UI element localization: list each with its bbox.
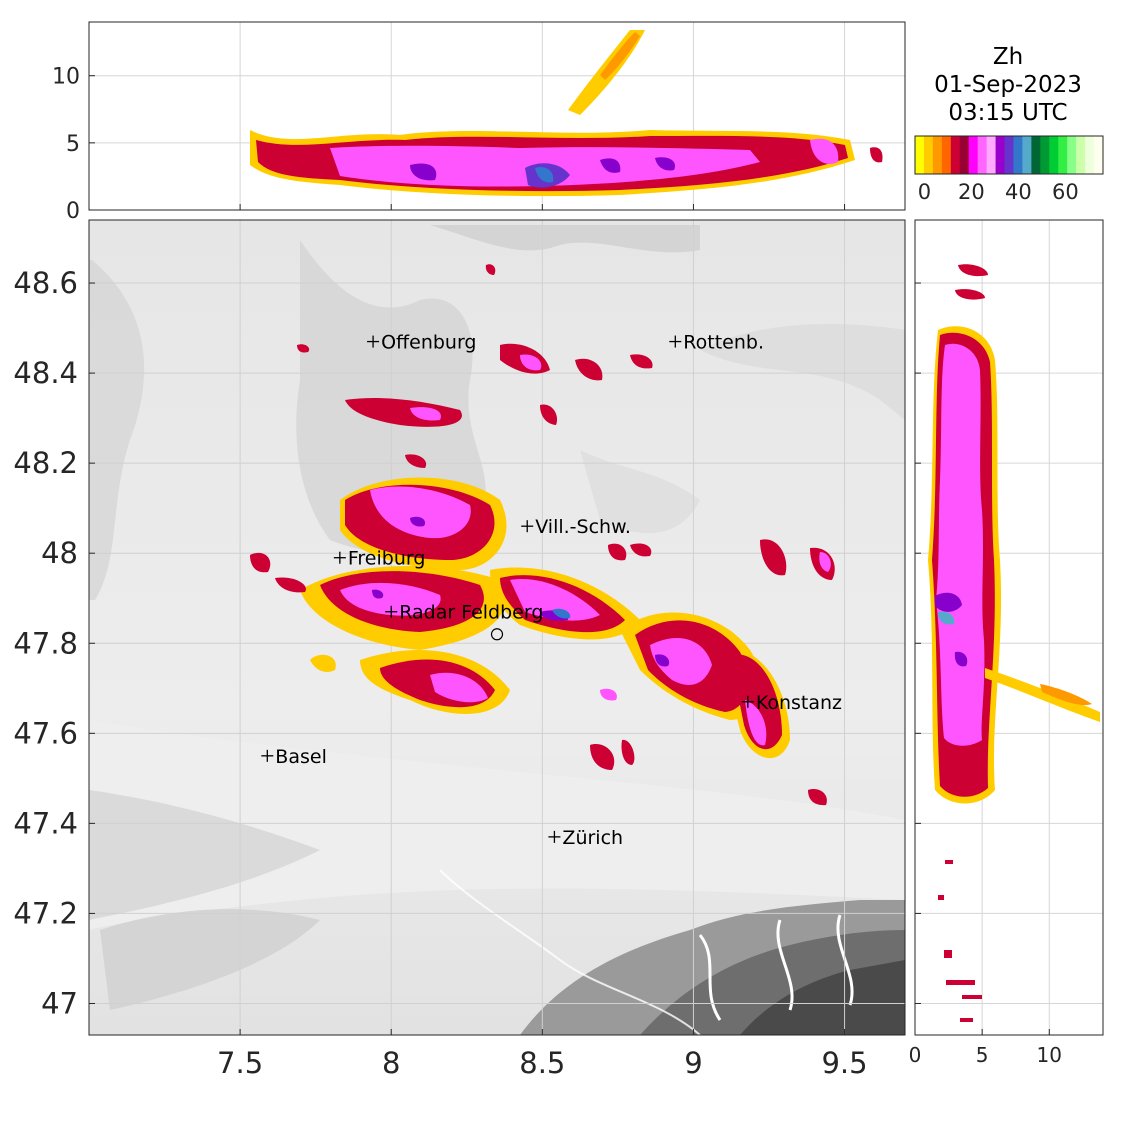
colorbar-swatch xyxy=(1031,136,1041,174)
y-tick-label: 48.4 xyxy=(13,356,78,390)
colorbar-swatch xyxy=(968,136,979,174)
y-tick-label: 47.6 xyxy=(13,716,78,750)
right-cross-section-panel: 0 5 10 xyxy=(909,219,1104,1067)
city-label: Zürich xyxy=(562,827,623,849)
colorbar-tick-label: 0 xyxy=(918,180,931,204)
echo-magenta xyxy=(340,354,831,746)
title-block: Zh 01-Sep-2023 03:15 UTC xyxy=(934,44,1082,126)
city-marker: Rottenb. xyxy=(669,332,764,354)
main-map-ticks: 7.5 8 8.5 9 9.5 48.6 48.4 48.2 48 47.8 47.6 47.4 47.… xyxy=(13,266,867,1080)
x-tick-label: 8.5 xyxy=(519,1046,565,1080)
top-y-tick-label: 5 xyxy=(66,132,80,157)
y-tick-label: 47.2 xyxy=(13,896,78,930)
x-tick-label: 8 xyxy=(382,1046,400,1080)
city-label: Konstanz xyxy=(756,692,842,714)
colorbar-swatch xyxy=(1094,136,1104,174)
city-marker: Konstanz xyxy=(741,692,842,714)
colorbar-swatch xyxy=(986,136,997,174)
colorbar-swatch xyxy=(932,136,943,174)
right-panel-frame xyxy=(914,219,1104,1036)
colorbar-swatch xyxy=(1013,136,1023,174)
colorbar-swatch xyxy=(941,136,952,174)
colorbar-tick-label: 20 xyxy=(958,180,985,204)
y-tick-label: 48.2 xyxy=(13,446,78,480)
city-label: Vill.-Schw. xyxy=(535,516,631,538)
colorbar-swatch xyxy=(1004,136,1014,174)
top-panel-echoes xyxy=(250,30,883,197)
colorbar-swatch xyxy=(1022,136,1032,174)
y-tick-label: 47 xyxy=(41,986,78,1020)
radar-site-marker xyxy=(490,628,504,641)
top-panel-frame xyxy=(88,21,906,211)
top-panel-ticks: 0 5 10 xyxy=(52,65,846,224)
radar-echoes xyxy=(250,264,835,806)
city-label: Rottenb. xyxy=(683,332,764,354)
y-tick-label: 48 xyxy=(41,536,78,570)
top-y-tick-label: 10 xyxy=(52,65,80,90)
main-map-panel: Offenburg Rottenb. Vill.-Schw. Freiburg Rada… xyxy=(13,219,906,1080)
right-panel-echoes xyxy=(928,264,1100,1022)
city-marker: Vill.-Schw. xyxy=(521,516,631,538)
colorbar-tick-label: 40 xyxy=(1005,180,1032,204)
city-marker: Offenburg xyxy=(367,332,477,354)
colorbar-tick-label: 60 xyxy=(1052,180,1079,204)
x-tick-label: 9.5 xyxy=(821,1046,867,1080)
colorbar-tick-labels: 0 20 40 60 xyxy=(918,180,1079,204)
colorbar-swatch xyxy=(950,136,961,174)
colorbar-swatch xyxy=(1049,136,1059,174)
top-cross-section-panel: 0 5 10 xyxy=(52,21,906,224)
colorbar: 0 20 40 60 xyxy=(914,135,1104,204)
colorbar-swatch xyxy=(1067,136,1077,174)
city-marker: Basel xyxy=(261,746,327,768)
right-x-tick-label: 10 xyxy=(1037,1043,1062,1067)
colorbar-swatch xyxy=(1040,136,1050,174)
city-label: Offenburg xyxy=(381,332,476,354)
colorbar-swatch xyxy=(1085,136,1095,174)
title-date: 01-Sep-2023 xyxy=(934,72,1082,98)
main-map-frame xyxy=(88,219,906,1036)
city-label: Freiburg xyxy=(348,548,426,570)
x-tick-label: 9 xyxy=(684,1046,702,1080)
top-y-tick-label: 0 xyxy=(66,199,80,224)
colorbar-frame xyxy=(914,135,1104,175)
right-x-tick-label: 0 xyxy=(909,1043,922,1067)
city-marker: Freiburg xyxy=(333,548,426,570)
y-tick-label: 47.4 xyxy=(13,806,78,840)
colorbar-swatch xyxy=(923,136,934,174)
colorbar-swatch xyxy=(959,136,970,174)
colorbar-swatch xyxy=(1058,136,1068,174)
colorbar-swatches xyxy=(915,136,1104,174)
colorbar-swatch xyxy=(995,136,1006,174)
colorbar-swatch xyxy=(915,136,925,174)
title-variable: Zh xyxy=(993,44,1023,70)
city-markers: Offenburg Rottenb. Vill.-Schw. Freiburg Rada… xyxy=(261,332,842,849)
city-label: Basel xyxy=(275,746,327,768)
x-tick-label: 7.5 xyxy=(217,1046,263,1080)
city-marker: Radar Feldberg xyxy=(385,602,543,624)
terrain-layer xyxy=(89,225,905,1035)
city-label: Radar Feldberg xyxy=(399,602,543,624)
city-marker: Zürich xyxy=(548,827,623,849)
colorbar-swatch xyxy=(1076,136,1086,174)
title-time: 03:15 UTC xyxy=(948,100,1067,126)
colorbar-swatch xyxy=(977,136,988,174)
right-panel-ticks: 0 5 10 xyxy=(909,282,1062,1067)
right-x-tick-label: 5 xyxy=(976,1043,989,1067)
y-tick-label: 48.6 xyxy=(13,266,78,300)
y-tick-label: 47.8 xyxy=(13,626,78,660)
echo-purple xyxy=(372,516,670,667)
